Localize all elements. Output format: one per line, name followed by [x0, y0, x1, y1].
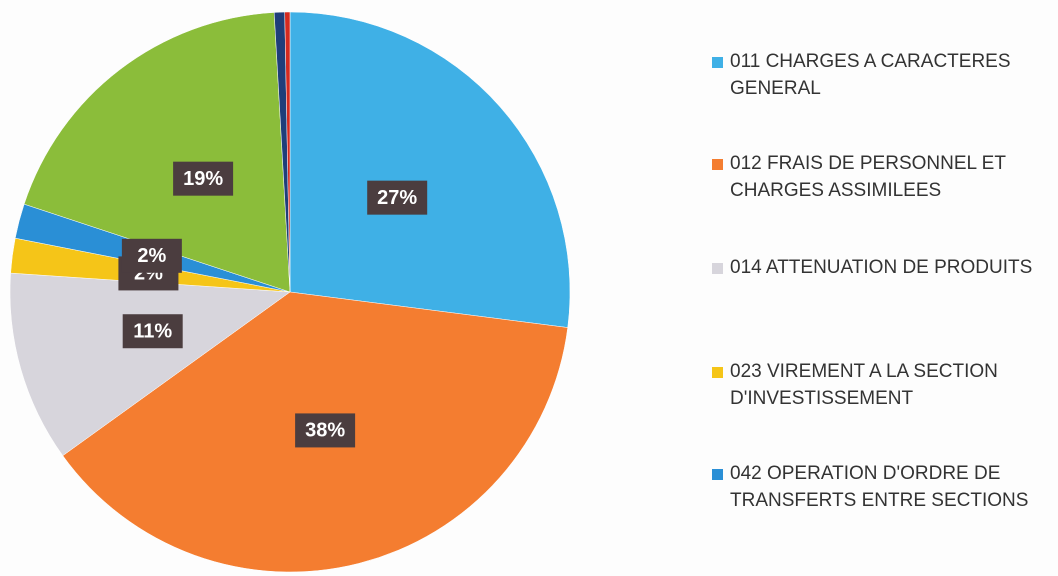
legend-item: 042 OPERATION D'ORDRE DE TRANSFERTS ENTR… [712, 460, 1042, 514]
data-label-text: 2% [137, 245, 166, 267]
legend-item: 023 VIREMENT A LA SECTION D'INVESTISSEME… [712, 358, 1042, 412]
data-label: 19% [173, 161, 234, 196]
data-label-text: 27% [377, 187, 417, 209]
legend-text: 012 FRAIS DE PERSONNEL ET CHARGES ASSIMI… [730, 153, 1006, 201]
data-label-text: 19% [183, 168, 223, 190]
legend-item: 014 ATTENUATION DE PRODUITS [712, 254, 1042, 281]
legend-item: 012 FRAIS DE PERSONNEL ET CHARGES ASSIMI… [712, 150, 1042, 204]
legend-swatch [712, 57, 723, 68]
data-label-box [367, 180, 428, 215]
legend-text: 011 CHARGES A CARACTERES GENERAL [730, 51, 1011, 99]
data-label-box [121, 238, 182, 273]
data-label-text: 11% [133, 321, 172, 343]
data-label-text: 38% [305, 420, 345, 442]
legend-item: 011 CHARGES A CARACTERES GENERAL [712, 48, 1042, 102]
data-label-box [295, 413, 356, 448]
data-label: 38% [295, 413, 356, 448]
pie-slice [9, 272, 291, 457]
legend-swatch [712, 159, 723, 170]
data-label: 27% [367, 180, 428, 215]
legend-text: 014 ATTENUATION DE PRODUITS [730, 257, 1033, 278]
data-label-box [173, 161, 234, 196]
legend-swatch [712, 469, 723, 480]
pie-slice [23, 12, 291, 293]
legend-text: 042 OPERATION D'ORDRE DE TRANSFERTS ENTR… [730, 463, 1029, 511]
data-label-box [122, 314, 183, 349]
legend-swatch [712, 263, 723, 274]
legend-swatch [712, 367, 723, 378]
pie-slice [284, 11, 291, 293]
data-label: 11% [122, 314, 183, 349]
legend-text: 023 VIREMENT A LA SECTION D'INVESTISSEME… [730, 361, 998, 409]
data-label: 2% [121, 238, 182, 273]
pie-slice [289, 11, 571, 328]
